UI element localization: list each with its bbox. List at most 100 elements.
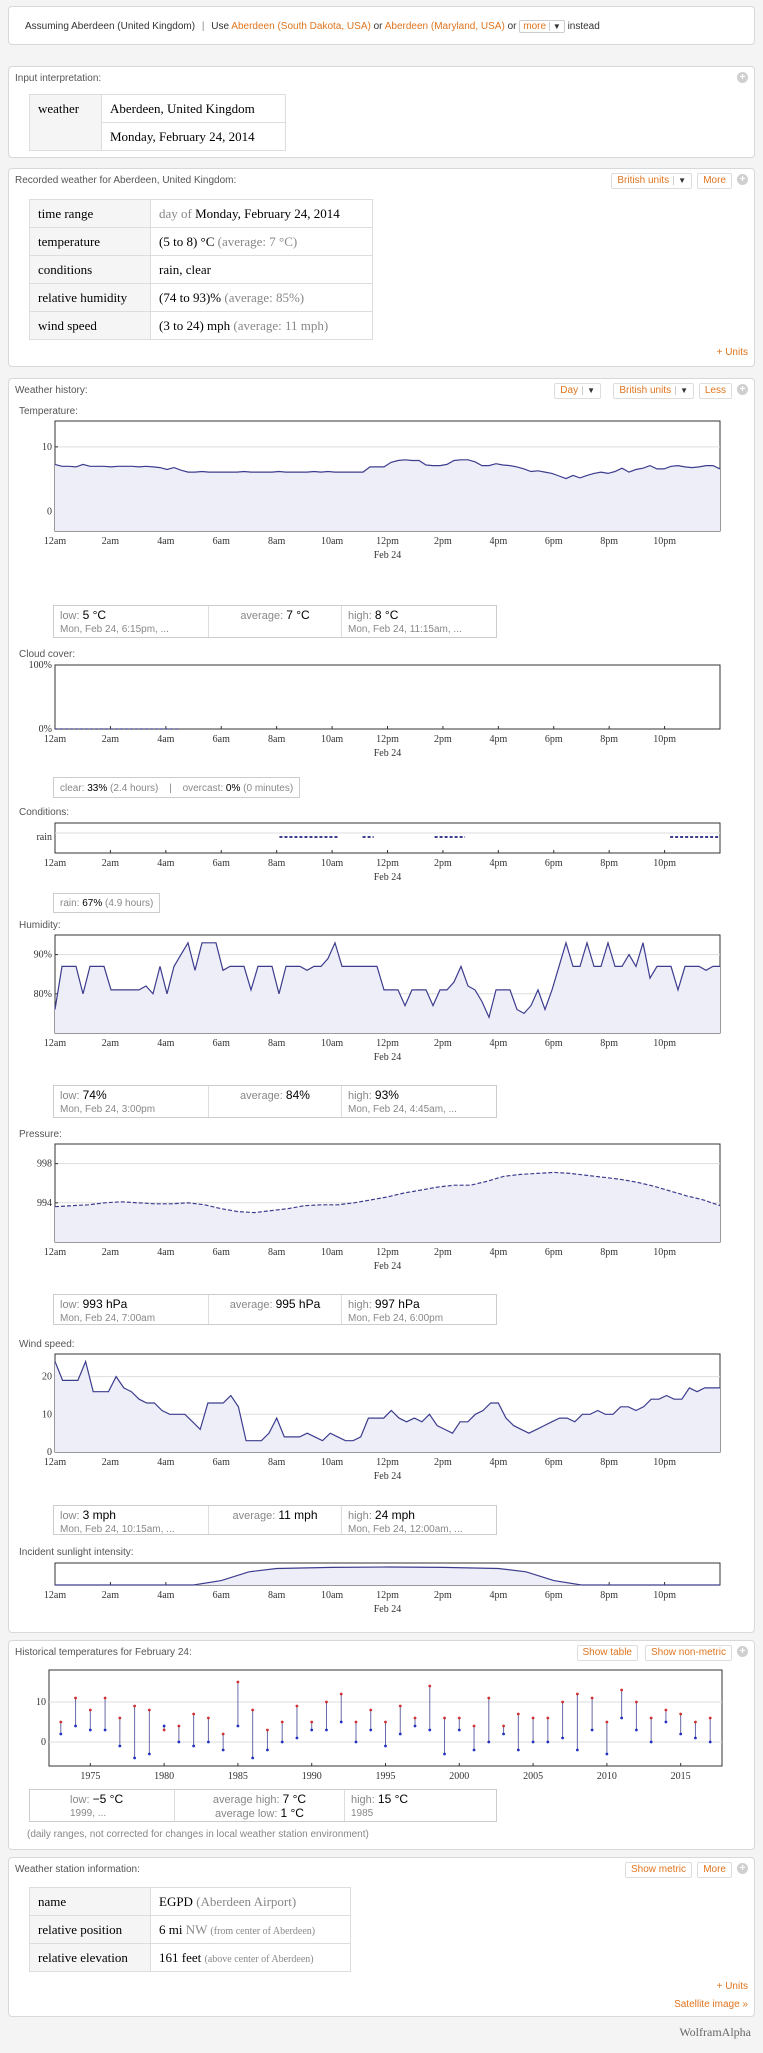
units-link[interactable]: + Units <box>716 347 748 358</box>
low-note: Mon, Feb 24, 3:00pm <box>60 1104 156 1115</box>
y-tick-label: 80% <box>34 989 52 1000</box>
input-interpretation-pod: Input interpretation: + weather Aberdeen… <box>8 66 755 158</box>
british-units-button[interactable]: British units ▼ <box>613 383 694 399</box>
average-label: average: <box>229 1299 273 1311</box>
x-tick-label: 2000 <box>449 1771 469 1782</box>
rain-note: (4.9 hours) <box>105 898 154 909</box>
x-tick-label: 12pm <box>376 1038 399 1049</box>
low-point <box>162 1724 166 1728</box>
recorded-weather-pod: Recorded weather for Aberdeen, United Ki… <box>8 168 755 367</box>
british-units-button[interactable]: British units ▼ <box>611 173 692 189</box>
series-line <box>54 1359 720 1442</box>
x-tick-label: 2pm <box>434 1590 452 1601</box>
summary-high: high: 8 °C Mon, Feb 24, 11:15am, ... <box>342 606 468 637</box>
x-tick-label: 10am <box>321 858 343 869</box>
dropdown-arrow-icon: ▼ <box>548 22 561 31</box>
btn-label: British units <box>619 385 672 396</box>
low-point <box>546 1740 550 1744</box>
y-tick-label: 0 <box>47 507 52 518</box>
x-tick-label: 1975 <box>80 1771 100 1782</box>
low-point <box>384 1744 387 1748</box>
row-key: relative elevation <box>29 1943 151 1972</box>
low-point <box>620 1716 624 1720</box>
high-point <box>575 1692 579 1696</box>
x-tick-label: 12pm <box>376 1590 399 1601</box>
pod-plus-icon[interactable]: + <box>737 174 748 185</box>
row-value: day of Monday, February 24, 2014 <box>150 199 373 228</box>
table-row: time range day of Monday, February 24, 20… <box>29 199 373 228</box>
row-extra: (above center of Aberdeen) <box>204 1953 314 1965</box>
y-tick-label: 100% <box>29 660 52 671</box>
x-tick-label: 6pm <box>545 1038 563 1049</box>
average-label: average: <box>240 610 284 622</box>
series-area <box>55 1567 720 1585</box>
show-metric-button[interactable]: Show metric <box>624 1862 692 1878</box>
low-point <box>280 1740 284 1744</box>
y-category-label: rain <box>36 832 52 843</box>
x-tick-label: 10am <box>321 1038 343 1049</box>
x-tick-label: 2pm <box>434 734 452 745</box>
high-point <box>384 1720 387 1724</box>
x-axis-date: Feb 24 <box>374 748 402 759</box>
satellite-image-link[interactable]: Satellite image » <box>674 1999 748 2010</box>
x-tick-label: 8pm <box>600 858 618 869</box>
high-point <box>620 1688 624 1692</box>
x-tick-label: 12pm <box>376 734 399 745</box>
high-point <box>679 1712 683 1716</box>
table-row: relative humidity (74 to 93)% (average: 8… <box>29 283 373 312</box>
high-value: 93% <box>374 1088 399 1102</box>
x-tick-label: 4am <box>157 1457 174 1468</box>
high-point <box>133 1704 137 1708</box>
series-line <box>54 1171 721 1214</box>
more-assumptions-dropdown[interactable]: more ▼ <box>519 20 565 33</box>
rain-summary-text: rain: 67% (4.9 hours) <box>54 894 159 912</box>
low-point <box>413 1724 417 1728</box>
x-tick-label: 6pm <box>545 734 563 745</box>
day-dropdown[interactable]: Day ▼ <box>554 383 601 399</box>
x-tick-label: 12am <box>44 734 66 745</box>
series-area <box>55 459 720 531</box>
pod-plus-icon[interactable]: + <box>737 72 748 83</box>
low-point <box>634 1728 638 1732</box>
x-tick-label: 12am <box>44 536 66 547</box>
x-tick-label: 4am <box>157 1038 174 1049</box>
low-label: low: <box>60 1510 80 1522</box>
aberdeen-sd-link[interactable]: Aberdeen (South Dakota, USA) <box>231 21 371 32</box>
high-point <box>457 1716 461 1720</box>
summary-low: low: 5 °C Mon, Feb 24, 6:15pm, ... <box>54 606 209 637</box>
high-point <box>118 1716 122 1720</box>
x-tick-label: 12pm <box>376 858 399 869</box>
series-line <box>54 940 720 1020</box>
humidity-summary: low: 74% Mon, Feb 24, 3:00pm average: 84%… <box>53 1085 497 1118</box>
y-tick-label: 10 <box>42 1409 52 1420</box>
pod-plus-icon[interactable]: + <box>737 1646 748 1657</box>
less-button[interactable]: Less <box>698 383 732 399</box>
low-point <box>118 1744 122 1748</box>
show-table-button[interactable]: Show table <box>576 1645 638 1661</box>
x-tick-label: 8am <box>268 734 285 745</box>
high-point <box>443 1716 446 1720</box>
y-tick-label: 90% <box>34 950 52 961</box>
show-non-metric-button[interactable]: Show non-metric <box>644 1645 732 1661</box>
more-button[interactable]: More <box>697 1862 732 1878</box>
y-tick-label: 998 <box>37 1159 52 1170</box>
high-point <box>487 1696 491 1700</box>
low-value: 74% <box>82 1088 107 1102</box>
x-tick-label: 2015 <box>671 1771 691 1782</box>
x-tick-label: 6am <box>213 536 230 547</box>
units-link[interactable]: + Units <box>716 1981 748 1992</box>
high-value: 15 °C <box>377 1792 409 1806</box>
summary-high: high: 93% Mon, Feb 24, 4:45am, ... <box>342 1086 463 1117</box>
low-point <box>251 1756 255 1760</box>
row-value: rain, clear <box>150 255 373 284</box>
high-point <box>103 1696 107 1700</box>
wolfram-alpha-logo[interactable]: WolframAlpha <box>679 2025 751 2039</box>
pod-plus-icon[interactable]: + <box>737 1863 748 1874</box>
high-label: high: <box>348 1510 372 1522</box>
more-button[interactable]: More <box>697 173 732 189</box>
or-text-1: or <box>373 21 383 32</box>
pod-title: Recorded weather for Aberdeen, United Ki… <box>15 175 237 186</box>
aberdeen-md-link[interactable]: Aberdeen (Maryland, USA) <box>384 21 505 32</box>
pod-plus-icon[interactable]: + <box>737 384 748 395</box>
table-row: wind speed (3 to 24) mph (average: 11 mph… <box>29 311 373 340</box>
